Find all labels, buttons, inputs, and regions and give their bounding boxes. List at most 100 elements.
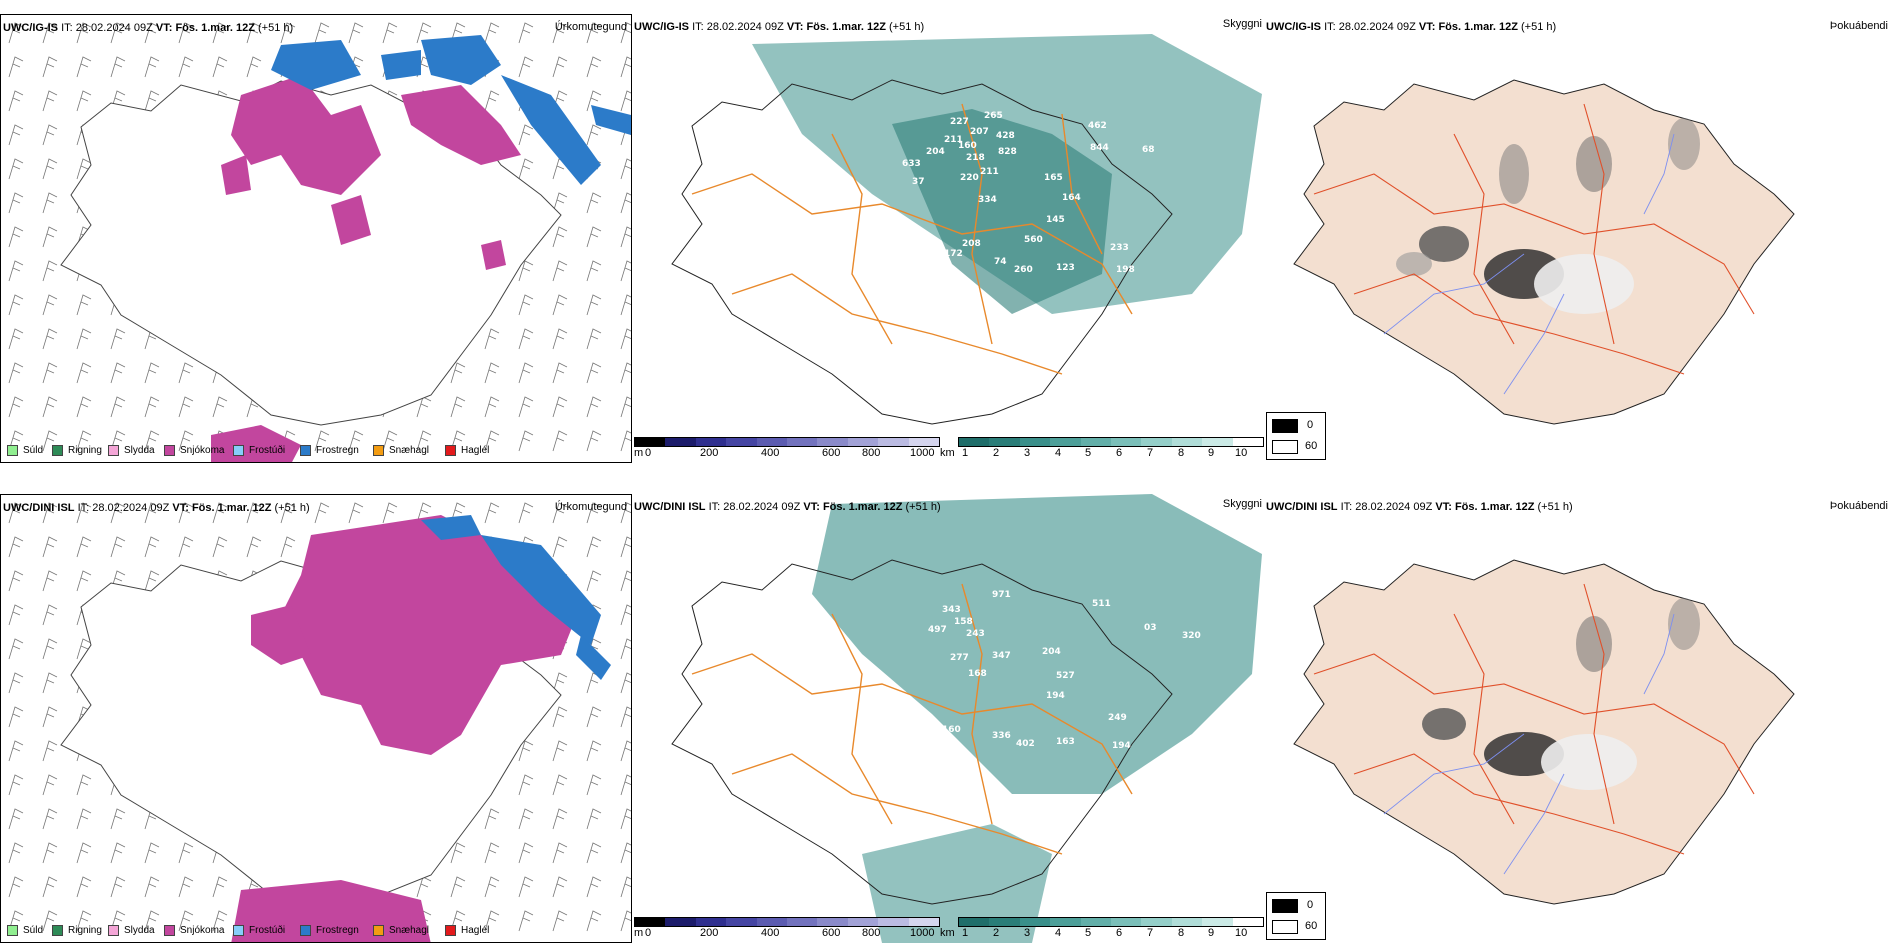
cloud-base-label: 207 <box>970 127 989 137</box>
fog-key-label: 60 <box>1305 920 1318 932</box>
legend-item: Frostregn <box>300 925 359 936</box>
cloud-base-label: 160 <box>958 141 977 151</box>
colorbar-tick: 8 <box>1178 447 1185 459</box>
cloud-base-label: 265 <box>984 111 1003 121</box>
legend-swatch <box>445 925 456 936</box>
panel-title: Úrkomutegund <box>554 21 627 33</box>
colorbar-tick: 1000 <box>910 447 935 459</box>
fog-key: 0 60 <box>1266 412 1326 460</box>
cloud-base-label: 633 <box>902 159 921 169</box>
colorbar-tick: 200 <box>700 447 719 459</box>
cloud-base-label: 37 <box>912 177 925 187</box>
cloud-base-label: 204 <box>1042 647 1061 657</box>
colorbar-tick: 5 <box>1085 447 1092 459</box>
cloud-base-label: 172 <box>944 249 963 259</box>
legend-item: Frostregn <box>300 445 359 456</box>
legend-item: Rigning <box>52 925 102 936</box>
cloud-base-label: 227 <box>950 117 969 127</box>
cloud-base-label: 428 <box>996 131 1015 141</box>
colorbar-unit: km <box>940 447 955 459</box>
cloud-base-label: 320 <box>1182 631 1201 641</box>
legend-swatch <box>233 445 244 456</box>
snow-areas <box>231 515 581 942</box>
cloud-base-label: 511 <box>1092 599 1111 609</box>
colorbar-tick: 0 <box>645 447 652 459</box>
visibility-colorbar <box>958 917 1264 927</box>
panel-header: UWC/DINI ISL IT: 28.02.2024 09Z VT: Fös.… <box>3 502 310 514</box>
cloud-base-label: 158 <box>954 617 973 627</box>
cloud-base-colorbar <box>634 917 940 927</box>
cloud-base-label: 402 <box>1016 739 1035 749</box>
cloud-base-label: 260 <box>1014 265 1033 275</box>
cloud-base-label: 971 <box>992 590 1011 600</box>
legend-item: Snæhagl <box>373 445 429 456</box>
rivers <box>1383 133 1675 395</box>
colorbar-tick: 600 <box>822 927 841 939</box>
cloud-base-label: 211 <box>980 167 999 177</box>
cloud-base-label: 462 <box>1088 121 1107 131</box>
roads <box>1313 103 1755 375</box>
legend-item: Slydda <box>108 925 155 936</box>
colorbar-tick: 2 <box>993 447 1000 459</box>
legend-item: Frostúði <box>233 445 285 456</box>
cloud-base-colorbar <box>634 437 940 447</box>
colorbar-tick: 7 <box>1147 447 1154 459</box>
colorbar-tick: 1 <box>962 927 969 939</box>
roads <box>1313 583 1755 855</box>
fog-key-swatch <box>1272 920 1298 934</box>
panel-header: UWC/IG-IS IT: 28.02.2024 09Z VT: Fös. 1.… <box>3 22 294 34</box>
visibility-map: 227 207 265 211 160 428 204 218 828 633 … <box>671 34 1262 425</box>
cloud-base-label: 277 <box>950 653 969 663</box>
colorbar-tick: 200 <box>700 927 719 939</box>
fog-key-label: 0 <box>1307 899 1314 911</box>
legend-item: Haglél <box>445 445 489 456</box>
cloud-base-label: 03 <box>1144 623 1157 633</box>
colorbar-tick: 6 <box>1116 927 1123 939</box>
legend-item: Snjókoma <box>164 445 224 456</box>
colorbar-tick: 1 <box>962 447 969 459</box>
roads <box>691 583 1133 855</box>
cloud-base-label: 160 <box>942 725 961 735</box>
legend-swatch <box>108 445 119 456</box>
legend-swatch <box>108 925 119 936</box>
colorbar-tick: 9 <box>1208 927 1215 939</box>
cloud-base-label: 164 <box>1062 193 1081 203</box>
visibility-colorbar <box>958 437 1264 447</box>
colorbar-tick: 1000 <box>910 927 935 939</box>
cloud-base-label: 165 <box>1044 173 1063 183</box>
cloud-base-label: 218 <box>966 153 985 163</box>
panel-title: Þokuábendi <box>1829 20 1888 32</box>
colorbar-unit: m <box>634 447 644 459</box>
colorbar-tick: 800 <box>862 447 881 459</box>
precip-type-panel-row1: UWC/IG-IS IT: 28.02.2024 09Z VT: Fös. 1.… <box>0 14 632 463</box>
legend-swatch <box>52 925 63 936</box>
fog-map <box>1293 79 1795 425</box>
cloud-base-labels: 343 971 158 243 497 277 347 168 511 03 3… <box>894 590 1201 751</box>
colorbar-tick: 3 <box>1024 927 1031 939</box>
cloud-base-label: 343 <box>942 605 961 615</box>
legend-swatch <box>373 445 384 456</box>
cloud-base-label: 194 <box>1046 691 1065 701</box>
legend-swatch <box>52 445 63 456</box>
iceland-land <box>1293 559 1795 905</box>
fog-intensity <box>1396 118 1700 314</box>
cloud-base-label: 168 <box>968 669 987 679</box>
cloud-base-label: 828 <box>998 147 1017 157</box>
legend-item: Súld <box>7 925 43 936</box>
visibility-map: 343 971 158 243 497 277 347 168 511 03 3… <box>671 494 1262 943</box>
cloud-base-label: 211 <box>892 245 911 255</box>
cloud-base-label: 194 <box>1112 741 1131 751</box>
fog-map <box>1293 559 1795 905</box>
precip-type-map <box>1 15 631 462</box>
precip-legend: Súld Rigning Slydda Snjókoma Frostúði Fr… <box>1 440 631 462</box>
colorbar-tick: 4 <box>1055 447 1062 459</box>
legend-swatch <box>7 925 18 936</box>
visibility-panel-row2: 343 971 158 243 497 277 347 168 511 03 3… <box>632 494 1264 943</box>
cloud-base-label: 249 <box>1108 713 1127 723</box>
legend-item: Rigning <box>52 445 102 456</box>
cloud-base-labels: 227 207 265 211 160 428 204 218 828 633 … <box>892 111 1155 275</box>
precip-type-panel-row2: UWC/DINI ISL IT: 28.02.2024 09Z VT: Fös.… <box>0 494 632 943</box>
colorbar-tick: 10 <box>1235 447 1248 459</box>
colorbar-tick: 2 <box>993 927 1000 939</box>
colorbar-unit: km <box>940 927 955 939</box>
